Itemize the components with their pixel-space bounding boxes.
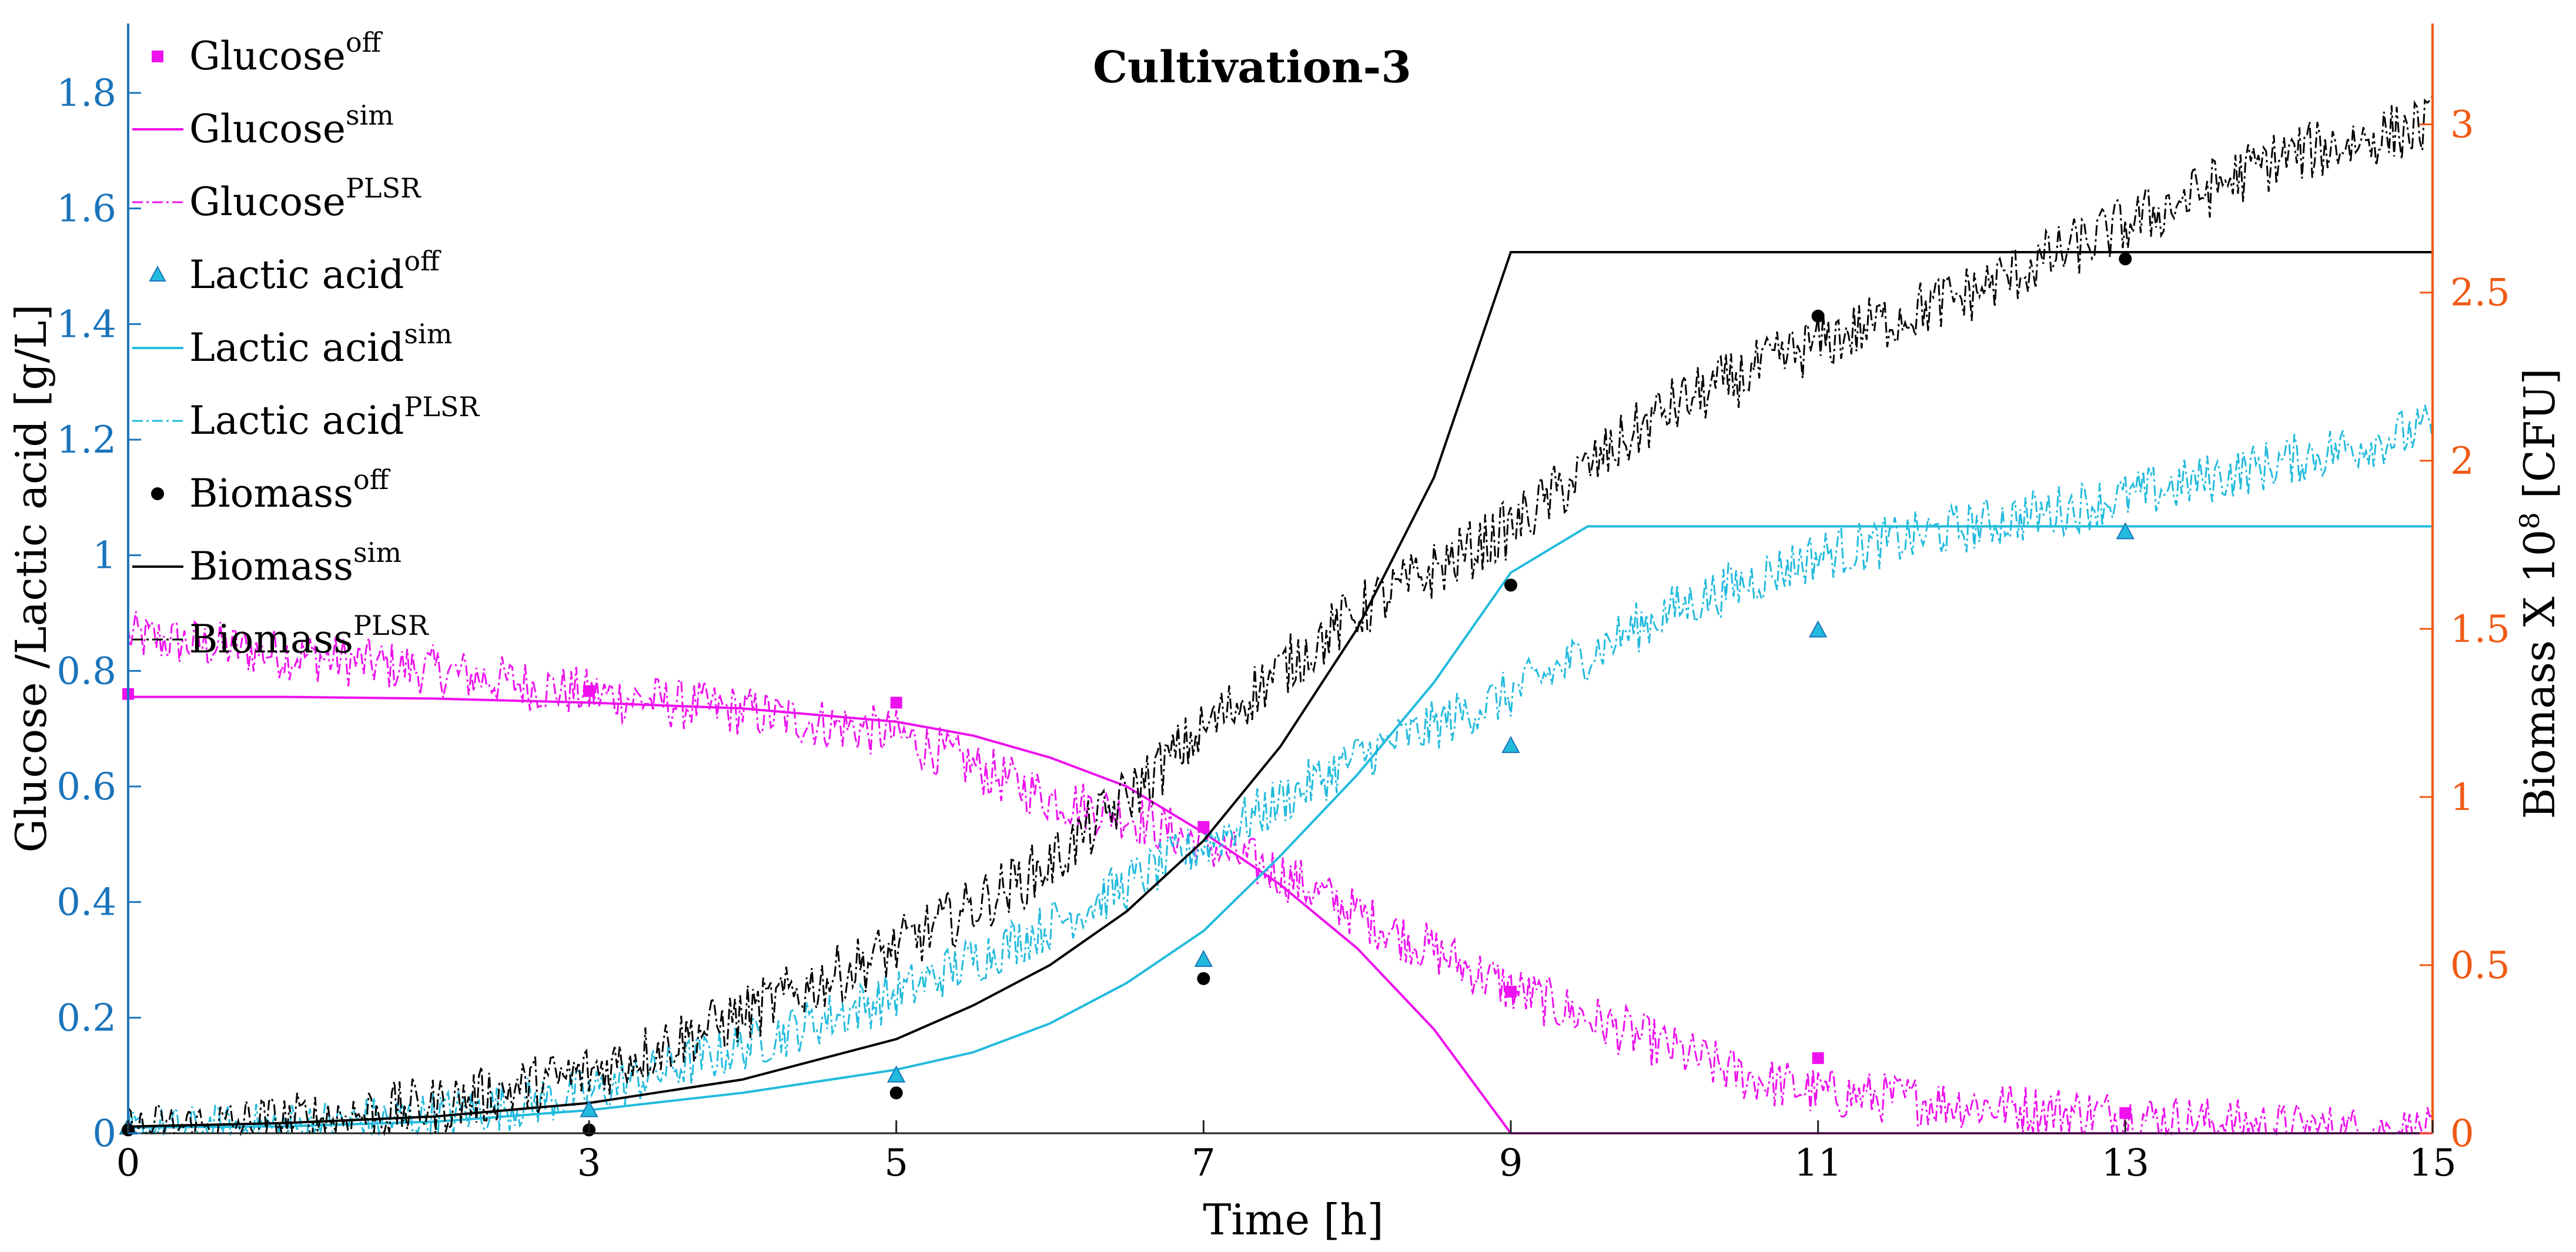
legend-label: Lactic acidPLSR	[189, 391, 480, 443]
y-left-tick-label: 1.8	[56, 72, 116, 115]
x-tick-label: 15	[2408, 1141, 2456, 1185]
x-tick-label: 0	[116, 1141, 140, 1185]
y-right-tick-label: 1.5	[2450, 608, 2510, 651]
legend-label: Glucoseoff	[189, 26, 383, 79]
biomass-plsr-line	[127, 95, 2434, 1137]
y-left-tick-label: 1.6	[56, 188, 116, 231]
legend-swatch	[149, 265, 166, 282]
y-left-tick-label: 0.6	[56, 765, 116, 809]
glucose-off-point	[1812, 1052, 1824, 1064]
plot-lines	[127, 95, 2434, 1137]
legend-label: Lactic acidoff	[189, 245, 441, 297]
y-left-tick-label: 1.4	[56, 303, 116, 346]
y-right-tick-label: 0	[2450, 1112, 2474, 1156]
glucose-off-point	[1505, 986, 1517, 998]
legend-label-sup: PLSR	[353, 610, 429, 641]
lactic-acid-off-point	[1194, 949, 1213, 967]
glucose-sim-line	[128, 695, 2433, 1134]
legend-label-sup: PLSR	[404, 391, 480, 423]
lactic-acid-off-point	[1808, 620, 1828, 638]
legend-label-sup: sim	[346, 99, 394, 131]
biomass-off-point	[889, 1086, 903, 1100]
y-right-tick-label: 2.5	[2450, 272, 2510, 315]
y-left-ticks: 0 0.2 0.4 0.6 0.8 1 1.2 1.4 1.6 1.8	[56, 72, 141, 1156]
glucose-off-point	[1197, 821, 1210, 833]
y-right-ticks: 0 0.5 1 1.5 2 2.5 3	[2420, 103, 2510, 1156]
legend-label: Lactic acidsim	[189, 318, 452, 370]
legend-label: BiomassPLSR	[189, 610, 429, 662]
y-right-label-prefix: Biomass X 10	[2515, 530, 2564, 819]
y-left-tick-label: 0.8	[56, 650, 116, 693]
legend-label: GlucosePLSR	[189, 172, 421, 225]
x-tick-label: 5	[884, 1141, 908, 1185]
legend-label-sup: off	[353, 464, 391, 496]
legend-label-base: Biomass	[189, 471, 353, 516]
chart-title: Cultivation-3	[1093, 42, 1411, 93]
glucose-off-point	[583, 685, 595, 697]
legend-label-base: Lactic acid	[189, 325, 404, 370]
x-tick-label: 13	[2102, 1141, 2149, 1185]
legend-label-sup: off	[404, 245, 441, 277]
legend-label: Biomasssim	[189, 537, 402, 589]
x-tick-label: 7	[1192, 1141, 1216, 1185]
legend-label-base: Lactic acid	[189, 252, 404, 297]
legend-label-sup: sim	[404, 318, 452, 350]
lactic-acid-off-point	[580, 1100, 598, 1117]
legend-swatch	[152, 51, 163, 62]
legend-label-base: Biomass	[189, 617, 353, 662]
x-ticks: 0 3 5 7 9 11 13 15	[116, 1120, 2457, 1185]
legend-label: Biomassoff	[189, 464, 391, 516]
x-tick-label: 11	[1794, 1141, 1842, 1185]
y-right-tick-label: 3	[2450, 103, 2474, 147]
glucose-plsr-line	[127, 611, 2434, 1137]
legend-label-sup: off	[346, 26, 383, 58]
y-right-tick-label: 0.5	[2450, 944, 2510, 987]
legend-label-base: Glucose	[189, 106, 346, 152]
lactic-acid-off-point	[2116, 522, 2135, 540]
legend-label: Glucosesim	[189, 99, 394, 152]
y-left-tick-label: 0.2	[56, 996, 116, 1040]
biomass-sim-line	[128, 251, 2433, 1128]
legend-label-base: Biomass	[189, 544, 353, 589]
y-left-tick-label: 1.2	[56, 419, 116, 462]
lactic-acid-sim-line	[128, 525, 2433, 1129]
biomass-off-point	[1504, 578, 1517, 592]
lactic-acid-off-point	[1501, 736, 1520, 754]
biomass-off-point	[1811, 309, 1825, 323]
y-right-label-exponent: 8	[2514, 512, 2545, 529]
y-left-tick-label: 0	[92, 1112, 116, 1156]
legend-label-base: Lactic acid	[189, 398, 404, 443]
lactic-acid-off-point	[886, 1065, 906, 1083]
glucose-off-point	[890, 697, 902, 709]
biomass-off-point	[2119, 252, 2132, 266]
legend-label-base: Glucose	[189, 34, 346, 79]
plot-markers	[119, 252, 2135, 1137]
lactic-acid-plsr-line	[127, 404, 2434, 1137]
legend-label-sup: sim	[353, 537, 402, 568]
y-right-axis-label: Biomass X 108 [CFU]	[2514, 368, 2564, 819]
y-left-tick-label: 0.4	[56, 881, 116, 925]
y-left-axis-label: Glucose /Lactic acid [g/L]	[6, 304, 56, 852]
y-right-label-suffix: [CFU]	[2515, 368, 2564, 512]
legend-label-sup: PLSR	[346, 172, 421, 204]
y-right-tick-label: 1	[2450, 776, 2474, 819]
legend-label-base: Glucose	[189, 179, 346, 225]
x-tick-label: 3	[577, 1141, 601, 1185]
y-left-tick-label: 1	[92, 534, 116, 578]
x-tick-label: 9	[1499, 1141, 1523, 1185]
x-axis-label: Time [h]	[1203, 1195, 1383, 1244]
glucose-off-point	[2119, 1107, 2132, 1119]
y-right-tick-label: 2	[2450, 440, 2474, 483]
legend-swatch	[151, 487, 164, 500]
biomass-off-point	[1197, 972, 1210, 985]
